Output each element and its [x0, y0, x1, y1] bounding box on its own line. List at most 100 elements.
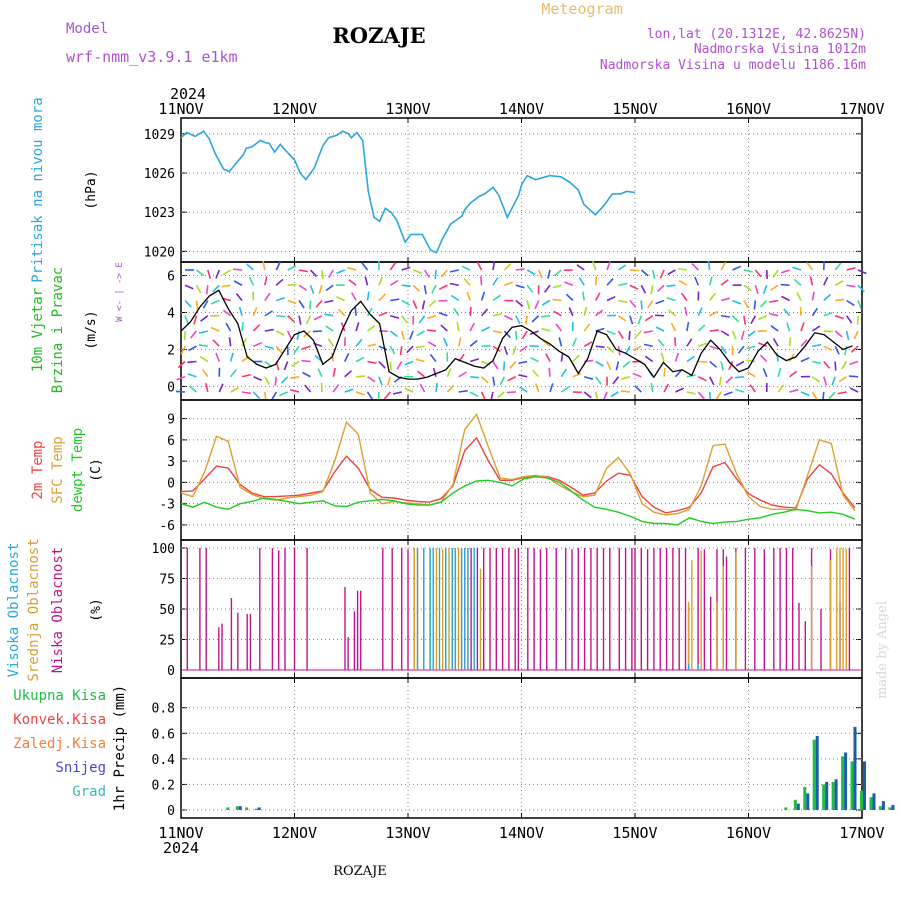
wind-barb: [492, 361, 499, 370]
wind-barb: [812, 360, 822, 365]
wind-barb: [449, 269, 459, 273]
wind-barb: [264, 345, 274, 350]
wind-barb: [298, 315, 302, 325]
wind-barb: [720, 261, 727, 271]
cloud-label-mid: Srednja Oblacnost: [26, 538, 42, 681]
wind-barb: [229, 352, 234, 362]
time-label-top-16NOV: 16NOV: [726, 100, 771, 118]
wind-barb: [656, 284, 665, 292]
precip-tick-label: 0.4: [152, 753, 176, 768]
wind-barb: [504, 281, 514, 286]
precip-bar-ukupna-kisa: [254, 808, 258, 810]
wind-barb: [469, 322, 476, 332]
wind-barb: [769, 312, 779, 317]
wind-barb: [318, 285, 323, 295]
precip-bar-snijeg: [257, 807, 261, 810]
wind-barb: [290, 360, 300, 367]
precip-legend-2: Zaledj.Kisa: [13, 736, 106, 752]
wind-barb: [552, 298, 562, 302]
wind-barb: [457, 337, 462, 347]
wind-barb: [811, 307, 819, 317]
wind-barb: [253, 376, 263, 382]
wind-barb: [772, 269, 779, 278]
wind-barb: [629, 284, 639, 290]
wind-barb: [770, 325, 779, 332]
temperature-tick-label: -6: [159, 519, 175, 534]
wind-barb: [667, 269, 676, 276]
wind-barb: [643, 343, 653, 348]
wind-barb: [686, 355, 695, 363]
wind-barb: [435, 382, 438, 393]
wind-barb: [680, 292, 688, 301]
wind-barb: [853, 330, 859, 340]
precip-legend-1: Konvek.Kisa: [13, 712, 106, 728]
wind-barb: [205, 383, 209, 393]
precip-bar-snijeg: [863, 761, 866, 810]
wind-barb: [670, 322, 677, 332]
wind-barb: [640, 284, 647, 294]
wind-barb: [401, 315, 408, 324]
model-elevation-label: Nadmorska Visina u modelu 1186.16m: [600, 58, 866, 73]
wind-barb: [753, 300, 757, 310]
wind-barb: [302, 371, 311, 378]
time-label-top-12NOV: 12NOV: [272, 100, 317, 118]
wind-barb: [415, 345, 425, 349]
wind-barb: [732, 299, 742, 305]
wind-barb: [492, 260, 496, 271]
wind-barb: [541, 327, 551, 332]
wind-barb: [709, 292, 716, 301]
wind-barb: [840, 361, 848, 370]
wind-barb: [594, 292, 601, 301]
wind-barb: [252, 307, 258, 317]
wind-barb: [534, 300, 540, 310]
wind-barb: [846, 299, 855, 306]
wind-barb: [857, 269, 867, 275]
wind-barb: [606, 261, 611, 271]
wind-barb: [846, 284, 856, 288]
precip-bar-ukupna-kisa: [226, 807, 230, 810]
wind-barb: [850, 345, 859, 353]
wind-barb: [584, 375, 594, 380]
precip-bar-ukupna-kisa: [841, 756, 845, 810]
wind-barb: [780, 269, 790, 274]
wind-barb: [264, 310, 273, 317]
wind-barb: [283, 361, 289, 371]
wind-barb: [378, 293, 386, 302]
precip-bar-ukupna-kisa: [860, 790, 863, 810]
wind-barb: [324, 313, 334, 317]
wind-barb: [355, 391, 365, 396]
wind-barb: [792, 266, 802, 271]
wind-barb: [276, 296, 286, 302]
wind-barb: [555, 323, 563, 332]
wind-barb: [541, 314, 551, 318]
wind-barb: [205, 285, 209, 295]
wind-barb: [190, 330, 198, 339]
wind-barb: [492, 330, 502, 334]
elevation-label: Nadmorska Visina 1012m: [694, 42, 866, 57]
wind-barb: [366, 391, 374, 400]
wind-barb: [560, 368, 567, 378]
wind-barb: [515, 268, 525, 271]
wind-barb: [634, 330, 642, 339]
wind-barb: [747, 330, 756, 338]
wind-barb: [412, 269, 422, 274]
wind-barb: [811, 376, 821, 383]
wind-barb: [759, 354, 768, 363]
wind-barb: [650, 382, 654, 393]
wind-barb: [707, 260, 711, 271]
wind-barb: [675, 387, 684, 393]
wind-barb: [526, 284, 534, 293]
wind-barb: [415, 358, 425, 363]
time-label-bottom-13NOV: 13NOV: [385, 824, 430, 842]
wind-barb: [404, 360, 414, 366]
wind-barb: [262, 261, 266, 271]
wind-barb: [691, 263, 699, 271]
wind-barb: [610, 391, 619, 398]
wind-barb: [496, 391, 505, 399]
wind-barb: [325, 325, 334, 332]
wind-barb: [298, 300, 305, 309]
wind-barb: [195, 300, 199, 310]
wind-barb: [383, 391, 391, 400]
wind-barb: [212, 339, 220, 347]
wind-barb: [418, 315, 426, 324]
